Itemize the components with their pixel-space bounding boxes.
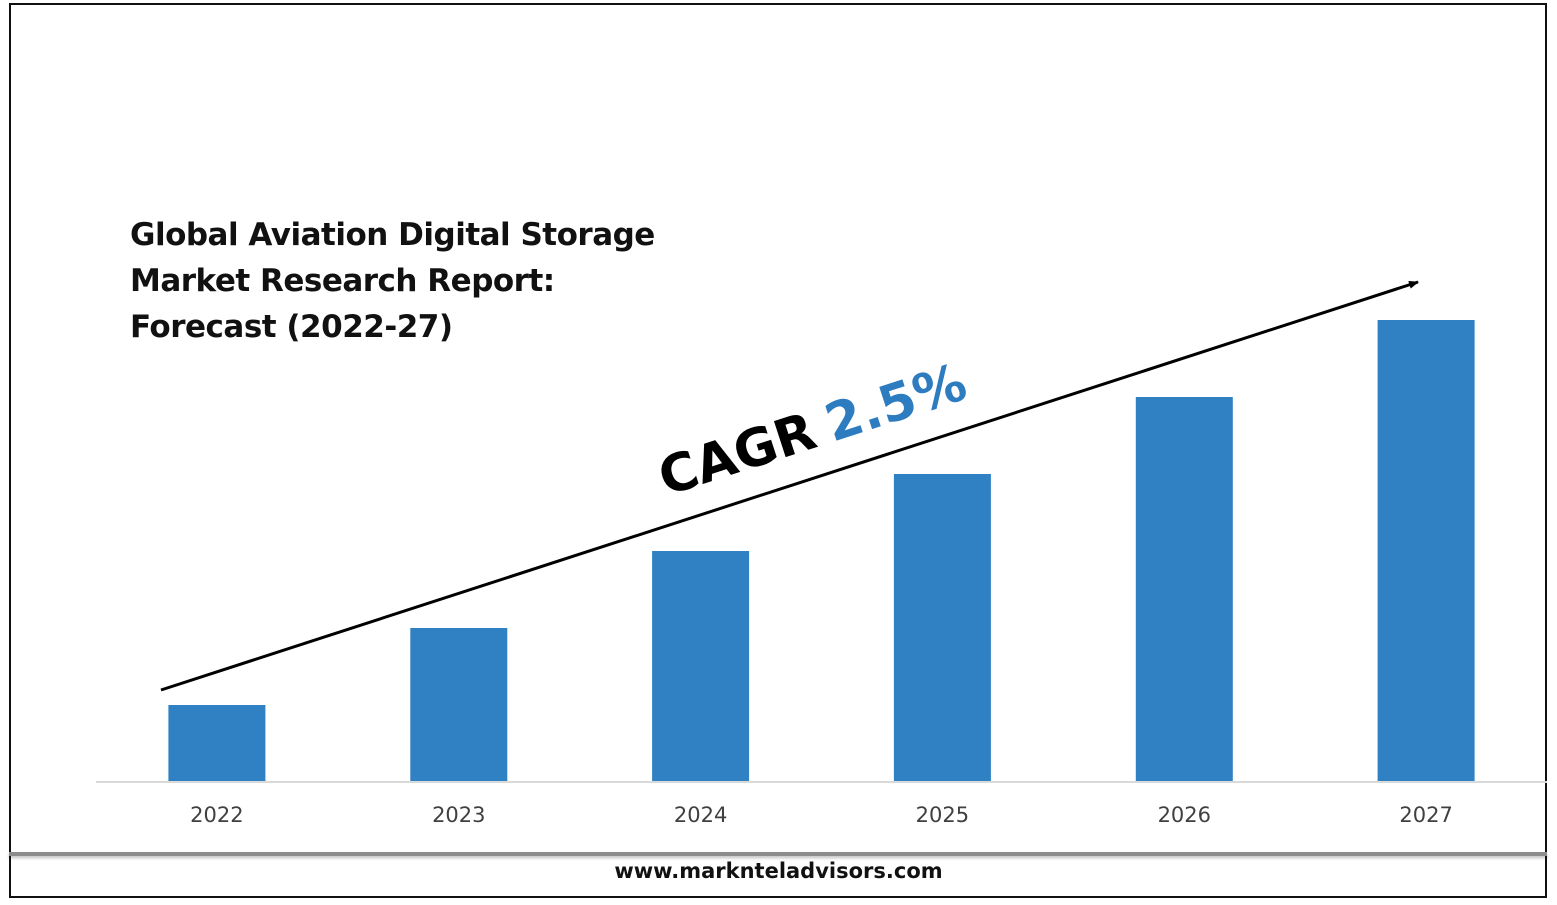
chart-title: Global Aviation Digital Storage Market R… <box>130 212 655 350</box>
bar-2025 <box>893 474 991 782</box>
bar-2023 <box>410 628 508 782</box>
x-tick-2027: 2027 <box>1399 803 1452 827</box>
x-tick-labels: 2022 2023 2024 2025 2026 2027 <box>190 803 1453 827</box>
bar-2027 <box>1377 320 1475 782</box>
cagr-value: 2.5% <box>818 353 974 455</box>
bar-2024 <box>652 551 750 782</box>
bar-2022 <box>168 705 266 782</box>
chart-frame <box>9 3 1547 898</box>
footer-url: www.marknteladvisors.com <box>614 859 943 883</box>
title-line-1: Global Aviation Digital Storage <box>130 217 655 253</box>
x-tick-2026: 2026 <box>1158 803 1211 827</box>
title-line-3: Forecast (2022-27) <box>130 309 453 345</box>
x-tick-2022: 2022 <box>190 803 243 827</box>
footer-divider <box>9 852 1547 856</box>
x-tick-2023: 2023 <box>432 803 485 827</box>
bar-2026 <box>1135 397 1233 782</box>
x-tick-2024: 2024 <box>674 803 727 827</box>
trend-arrow <box>160 280 1419 692</box>
cagr-prefix: CAGR <box>651 402 823 509</box>
x-tick-2025: 2025 <box>916 803 969 827</box>
bars-group <box>168 320 1475 782</box>
title-line-2: Market Research Report: <box>130 263 555 299</box>
